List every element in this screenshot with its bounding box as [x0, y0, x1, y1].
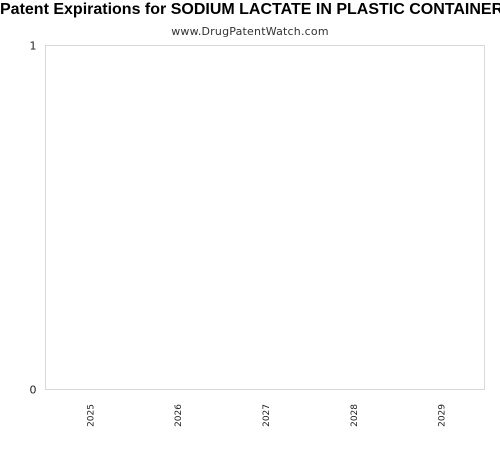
x-tick-label: 2026	[174, 404, 184, 427]
plot-area	[46, 46, 485, 390]
y-tick-label: 1	[30, 40, 37, 53]
x-axis: 2025 2026 2027 2028 2029	[86, 404, 447, 427]
x-tick-label: 2027	[262, 404, 272, 427]
y-axis: 01	[30, 40, 37, 397]
x-tick-label: 2028	[350, 404, 360, 427]
x-tick-label: 2029	[438, 404, 448, 427]
y-tick-label: 0	[30, 384, 37, 397]
x-tick-label: 2025	[86, 404, 96, 427]
